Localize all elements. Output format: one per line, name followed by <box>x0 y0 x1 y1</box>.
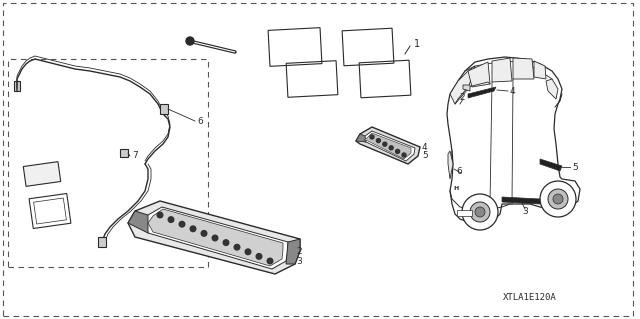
Circle shape <box>389 146 393 150</box>
Circle shape <box>234 244 240 250</box>
Circle shape <box>462 194 498 230</box>
Polygon shape <box>447 57 580 224</box>
Circle shape <box>553 194 563 204</box>
Circle shape <box>157 212 163 218</box>
Bar <box>8 59 208 267</box>
Circle shape <box>540 181 576 217</box>
Circle shape <box>186 37 194 45</box>
Polygon shape <box>356 127 420 164</box>
Polygon shape <box>14 81 20 91</box>
Circle shape <box>223 240 229 245</box>
Text: 4: 4 <box>422 143 428 152</box>
Polygon shape <box>120 149 128 157</box>
Circle shape <box>190 226 196 232</box>
Polygon shape <box>468 62 490 87</box>
Text: 2: 2 <box>296 247 301 256</box>
Text: 6: 6 <box>197 116 203 125</box>
Polygon shape <box>468 87 496 98</box>
Circle shape <box>168 217 174 222</box>
Text: H: H <box>453 187 459 191</box>
Polygon shape <box>534 61 546 79</box>
Circle shape <box>396 149 399 153</box>
Polygon shape <box>23 162 61 186</box>
Text: 3: 3 <box>522 206 528 216</box>
Text: 5: 5 <box>422 152 428 160</box>
Text: 1: 1 <box>414 39 420 49</box>
Circle shape <box>370 135 374 139</box>
Polygon shape <box>450 66 475 104</box>
Circle shape <box>245 249 251 255</box>
Polygon shape <box>128 211 148 233</box>
Polygon shape <box>364 133 411 159</box>
Circle shape <box>470 202 490 222</box>
Circle shape <box>256 254 262 259</box>
Polygon shape <box>356 134 366 142</box>
Polygon shape <box>463 85 470 91</box>
Circle shape <box>383 142 387 146</box>
Polygon shape <box>128 201 300 274</box>
Text: XTLA1E120A: XTLA1E120A <box>503 293 557 301</box>
Circle shape <box>402 153 406 157</box>
Polygon shape <box>98 237 106 247</box>
Bar <box>457 210 472 216</box>
Text: 3: 3 <box>296 256 301 265</box>
Polygon shape <box>540 159 562 171</box>
Polygon shape <box>492 58 512 82</box>
Text: 4: 4 <box>510 86 516 95</box>
Polygon shape <box>286 239 300 264</box>
Polygon shape <box>362 131 415 161</box>
Circle shape <box>376 138 380 143</box>
Polygon shape <box>448 151 453 179</box>
Polygon shape <box>148 209 283 266</box>
Text: 7: 7 <box>132 152 138 160</box>
Text: 6: 6 <box>456 167 462 175</box>
Text: 2: 2 <box>460 93 465 101</box>
Polygon shape <box>142 207 288 269</box>
Circle shape <box>548 189 568 209</box>
Circle shape <box>179 221 185 227</box>
Polygon shape <box>160 104 168 114</box>
Text: 5: 5 <box>572 162 578 172</box>
Circle shape <box>201 231 207 236</box>
Circle shape <box>212 235 218 241</box>
Polygon shape <box>546 79 558 99</box>
Circle shape <box>268 258 273 264</box>
Polygon shape <box>502 197 540 204</box>
Circle shape <box>475 207 485 217</box>
Polygon shape <box>513 58 534 79</box>
